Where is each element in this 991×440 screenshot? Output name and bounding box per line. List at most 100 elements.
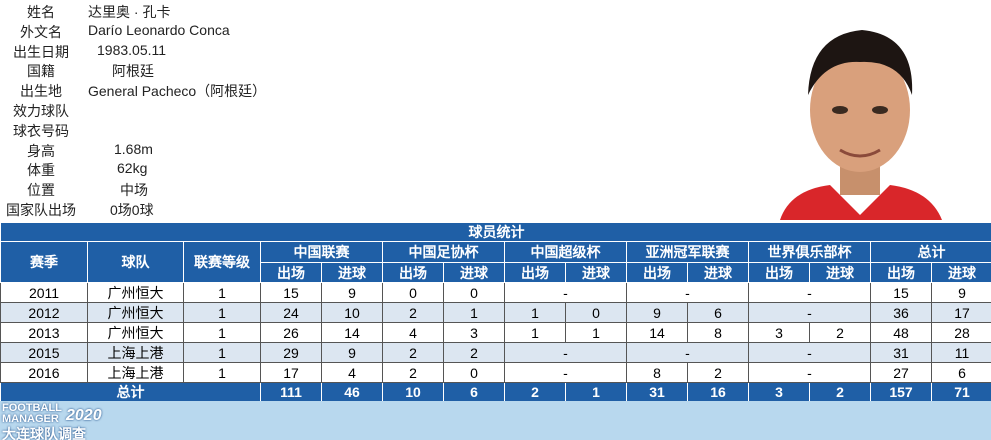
- team-cell: 广州恒大: [87, 322, 184, 343]
- sub-header: 进球: [809, 262, 871, 283]
- level-cell: 1: [183, 342, 261, 363]
- level-cell: 1: [183, 282, 261, 303]
- group-header: 中国超级杯: [504, 241, 627, 263]
- logo-text: MANAGER: [2, 413, 59, 425]
- sub-header: 出场: [260, 262, 322, 283]
- stat-cell: 48: [870, 322, 932, 343]
- stat-cell: 1: [504, 302, 566, 323]
- team-cell: 上海上港: [87, 342, 184, 363]
- stat-cell: 3: [748, 322, 810, 343]
- field-label: 效力球队: [13, 104, 69, 120]
- stat-cell: 1: [565, 382, 627, 402]
- stat-cell: 9: [321, 282, 383, 303]
- stat-cell: 9: [930, 282, 991, 303]
- stat-cell: 27: [870, 362, 932, 383]
- field-value: 1983.05.11: [97, 41, 167, 58]
- group-header: 中国足协杯: [382, 241, 505, 263]
- stat-cell: 2: [382, 342, 444, 363]
- stat-cell: 14: [321, 322, 383, 343]
- stat-cell: 11: [930, 342, 991, 363]
- stats-table: 球员统计 赛季 球队 联赛等级 中国联赛 中国足协杯 中国超级杯 亚洲冠军联赛 世界俱乐部杯 总计…: [0, 222, 991, 402]
- stat-cell: 26: [260, 322, 322, 343]
- stat-cell: 36: [870, 302, 932, 323]
- stat-cell: 2: [809, 382, 871, 402]
- sub-header: 出场: [870, 262, 932, 283]
- stat-cell: 3: [443, 322, 505, 343]
- team-cell: 上海上港: [87, 362, 184, 383]
- logo-year: 2020: [66, 407, 102, 424]
- field-value: General Pacheco（阿根廷）: [88, 83, 267, 100]
- season-cell: 2013: [0, 322, 88, 343]
- column-header: 球队: [87, 241, 184, 283]
- field-label: 体重: [27, 163, 55, 180]
- stat-cell: 31: [626, 382, 688, 402]
- season-cell: 2015: [0, 342, 88, 363]
- level-cell: 1: [183, 302, 261, 323]
- total-label: 总计: [0, 382, 261, 402]
- stat-cell: 2: [382, 302, 444, 323]
- field-label: 姓名: [27, 5, 55, 21]
- field-label: 国家队出场: [6, 203, 76, 219]
- stat-cell: 14: [626, 322, 688, 343]
- stat-cell: 17: [930, 302, 991, 323]
- stat-cell: -: [748, 282, 871, 303]
- data-row: 2013 广州恒大 1 26 14 4 3 1 1 14 8 3 2 48 28: [0, 322, 991, 343]
- stat-cell: 4: [382, 322, 444, 343]
- stat-cell: 1: [504, 322, 566, 343]
- stat-cell: -: [748, 342, 871, 363]
- stat-cell: 2: [443, 342, 505, 363]
- stat-cell: 6: [443, 382, 505, 402]
- stat-cell: 31: [870, 342, 932, 363]
- stat-cell: 3: [748, 382, 810, 402]
- field-value: 62kg: [117, 160, 148, 177]
- field-label: 位置: [27, 183, 55, 200]
- stat-cell: 0: [565, 302, 627, 323]
- field-label: 出生日期: [13, 44, 69, 61]
- stat-cell: 28: [930, 322, 991, 343]
- stat-cell: -: [626, 342, 749, 363]
- group-header: 世界俱乐部杯: [748, 241, 871, 263]
- stat-cell: 6: [930, 362, 991, 383]
- total-row: 总计 111 46 10 6 2 1 31 16 3 2 157 71: [0, 382, 991, 402]
- stat-cell: 46: [321, 382, 383, 402]
- group-header: 总计: [869, 241, 991, 263]
- sub-header: 进球: [565, 262, 627, 283]
- data-row: 2012 广州恒大 1 24 10 2 1 1 0 9 6-36 17: [0, 302, 991, 323]
- stat-cell: -: [504, 362, 627, 383]
- stat-cell: 6: [687, 302, 749, 323]
- stat-cell: -: [504, 342, 627, 363]
- season-cell: 2012: [0, 302, 88, 323]
- field-label: 国籍: [27, 64, 55, 81]
- field-value: 1.68m: [114, 140, 153, 157]
- stat-cell: 2: [382, 362, 444, 383]
- stat-cell: 2: [809, 322, 871, 343]
- stat-cell: -: [748, 362, 871, 383]
- group-header: 亚洲冠军联赛: [626, 241, 749, 263]
- stat-cell: 1: [443, 302, 505, 323]
- sub-header: 进球: [321, 262, 383, 283]
- field-label: 外文名: [20, 24, 62, 41]
- title-row: 球员统计: [0, 222, 991, 242]
- sub-header: 出场: [626, 262, 688, 283]
- field-value: Darío Leonardo Conca: [88, 21, 230, 38]
- stat-cell: 16: [687, 382, 749, 402]
- player-photo: [780, 30, 942, 220]
- sub-header: 出场: [504, 262, 566, 283]
- group-header: 中国联赛: [260, 241, 383, 263]
- stat-cell: 2: [504, 382, 566, 402]
- stat-cell: -: [626, 282, 749, 303]
- stat-cell: 10: [382, 382, 444, 402]
- level-cell: 1: [183, 362, 261, 383]
- team-cell: 广州恒大: [87, 302, 184, 323]
- season-cell: 2011: [0, 282, 88, 303]
- header-row: 出场 进球 出场 进球 出场 进球 出场 进球 出场 进球 出场 进球: [1, 262, 991, 283]
- data-row: 2011 广州恒大 1 15 9 0 0- - -15 9: [0, 282, 991, 303]
- stat-cell: 15: [870, 282, 932, 303]
- sub-header: 出场: [748, 262, 810, 283]
- stat-cell: -: [504, 282, 627, 303]
- stat-cell: 29: [260, 342, 322, 363]
- sub-header: 进球: [687, 262, 749, 283]
- footer: FOOTBALL MANAGER 2020 大连球队调查: [0, 401, 991, 440]
- stat-cell: -: [748, 302, 871, 323]
- sub-header: 进球: [443, 262, 505, 283]
